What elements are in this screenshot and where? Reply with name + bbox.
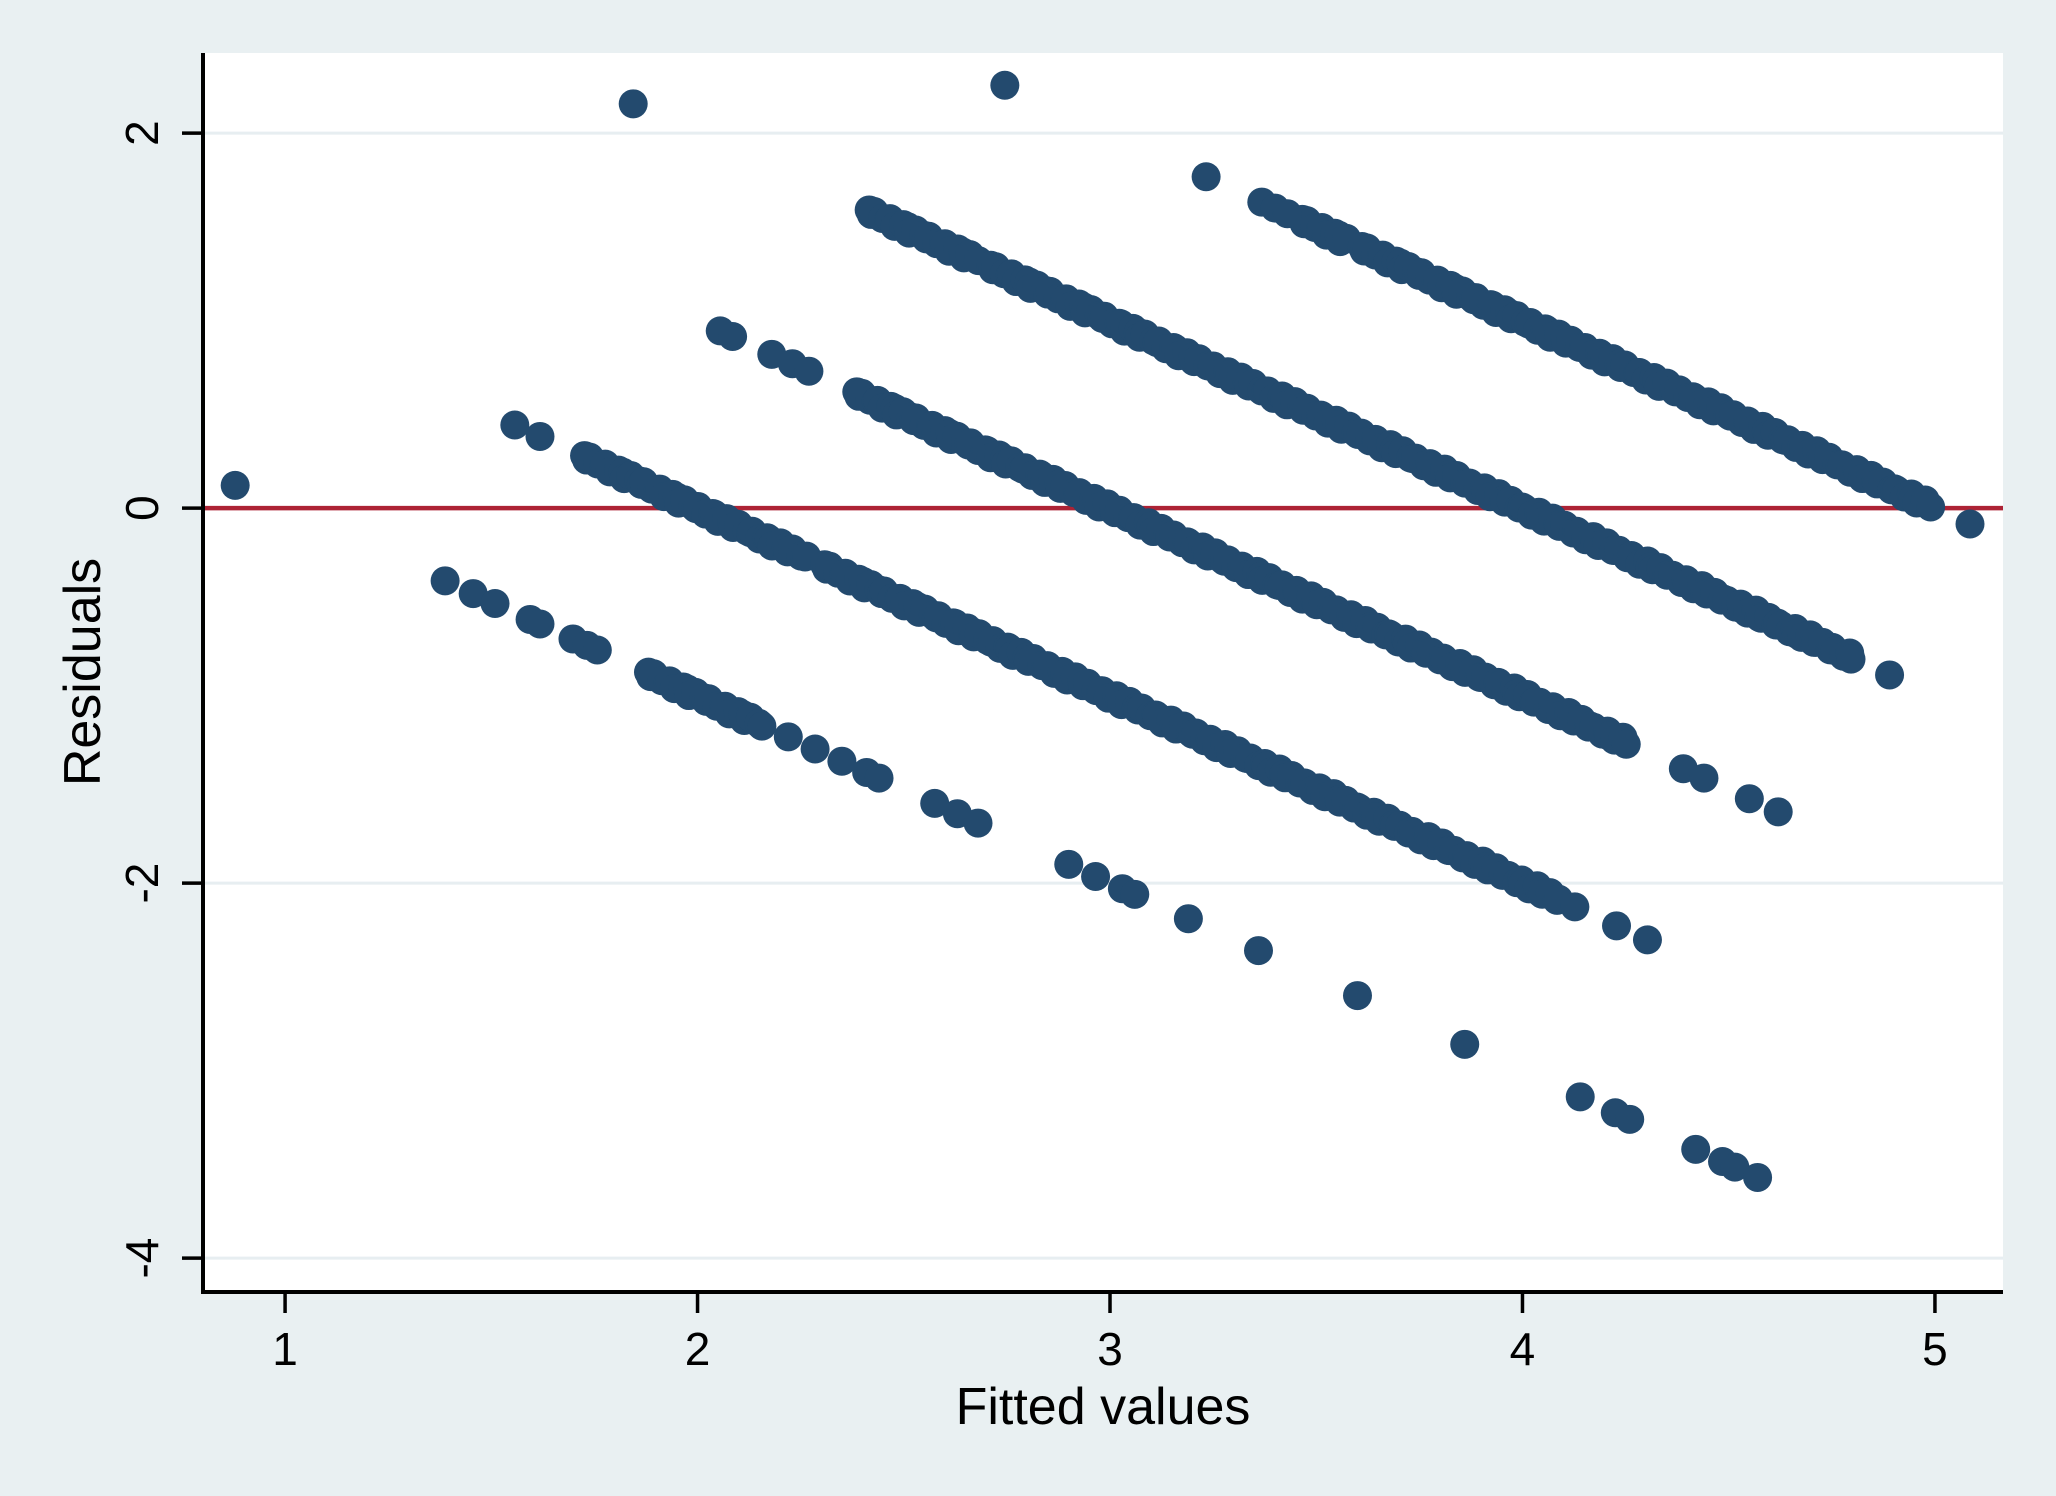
data-point [1602,911,1632,941]
data-point [430,566,460,596]
data-point [794,356,824,386]
x-axis-title: Fitted values [956,1378,1251,1436]
data-point [458,579,488,609]
x-tick-label: 4 [1510,1323,1536,1375]
data-point [1681,1134,1711,1164]
plot-area [203,53,2003,1292]
data-point [1836,644,1866,674]
y-tick-label: 2 [116,120,168,146]
axis-tick-labels: 1 2 3 4 5 2 0 -2 -4 [116,120,1948,1375]
data-point [1173,904,1203,934]
x-tick-label: 3 [1097,1323,1123,1375]
y-axis-title: Residuals [54,558,112,786]
data-point [1875,660,1905,690]
data-point [1720,1152,1750,1182]
data-point [773,722,803,752]
axis-ticks [182,131,1937,1313]
x-tick-label: 2 [685,1323,711,1375]
data-point [1272,199,1302,229]
data-point [920,788,950,818]
data-point [1342,981,1372,1011]
data-point [1916,492,1946,522]
data-point [525,609,555,639]
data-point [1632,925,1662,955]
y-tick-label: 0 [116,495,168,521]
data-point [480,589,510,618]
scatter-points [220,70,1985,1192]
data-point [1120,879,1150,909]
data-point [864,763,894,793]
data-point [1565,1082,1595,1112]
data-point [525,421,555,451]
data-point [1689,763,1719,793]
data-point [220,470,250,500]
data-point [1450,1029,1480,1059]
axes [201,53,2003,1294]
data-point [618,89,648,119]
data-point [718,322,748,351]
data-point [990,70,1020,100]
data-point [1615,1104,1645,1134]
data-point [1081,862,1111,891]
y-tick-label: -4 [116,1238,168,1279]
data-point [1191,162,1221,192]
data-point [1611,729,1641,759]
x-tick-label: 1 [272,1323,298,1375]
data-point [800,734,830,764]
data-point [963,808,993,838]
data-point [827,746,857,776]
data-point [1763,797,1793,827]
data-point [1734,784,1764,814]
data-point [1054,849,1084,879]
data-point [1955,509,1985,539]
data-point [1560,892,1590,922]
y-tick-label: -2 [116,863,168,904]
data-point [1743,1162,1773,1192]
data-point [1243,936,1273,966]
x-tick-label: 5 [1922,1323,1948,1375]
data-point [582,635,612,665]
data-point [747,711,777,741]
data-point [500,410,530,440]
